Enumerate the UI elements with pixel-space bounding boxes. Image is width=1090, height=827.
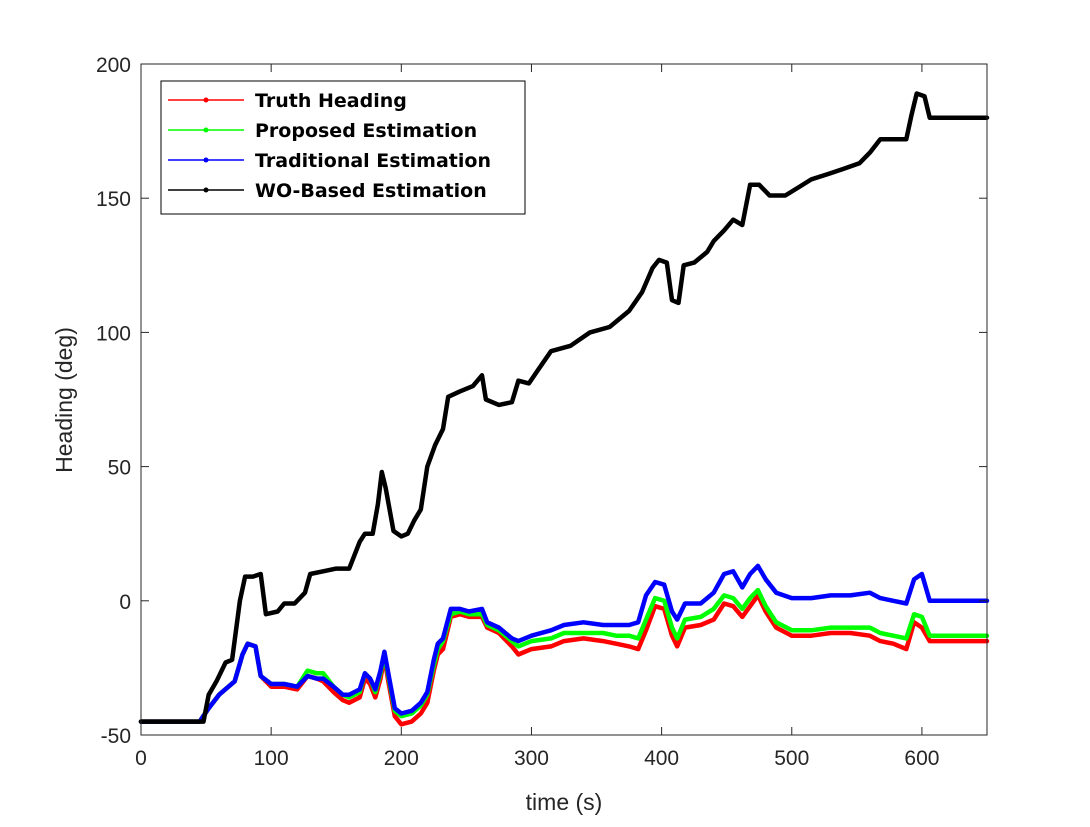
y-tick-label: 0 — [119, 591, 131, 614]
legend-marker — [203, 187, 209, 193]
x-tick-label: 100 — [254, 747, 289, 770]
y-tick-label: 50 — [108, 457, 131, 480]
x-tick-label: 600 — [904, 747, 939, 770]
y-tick-label: 200 — [96, 54, 131, 77]
y-axis-label: Heading (deg) — [51, 327, 77, 473]
legend-label: Truth Heading — [255, 90, 407, 112]
y-tick-label: -50 — [101, 725, 131, 748]
y-tick-label: 150 — [96, 188, 131, 211]
series-line — [138, 563, 990, 724]
legend-marker — [203, 157, 209, 163]
x-axis-label: time (s) — [526, 789, 603, 815]
legend-label: Traditional Estimation — [255, 150, 491, 172]
series-line — [138, 587, 990, 724]
legend-marker — [203, 127, 209, 133]
series-line — [138, 91, 990, 724]
x-tick-label: 500 — [774, 747, 809, 770]
plot-area-frame — [140, 63, 988, 736]
legend-label: WO-Based Estimation — [255, 180, 487, 202]
x-tick-label: 0 — [135, 747, 147, 770]
x-tick-label: 200 — [384, 747, 419, 770]
legend: Truth Heading Proposed Estimation Traditio… — [160, 80, 526, 215]
legend-marker — [203, 97, 209, 103]
x-tick-label: 300 — [514, 747, 549, 770]
legend-label: Proposed Estimation — [255, 120, 477, 142]
x-tick-label: 400 — [644, 747, 679, 770]
legend-box — [160, 80, 526, 215]
y-tick-label: 100 — [96, 322, 131, 345]
series-layer — [138, 91, 990, 727]
